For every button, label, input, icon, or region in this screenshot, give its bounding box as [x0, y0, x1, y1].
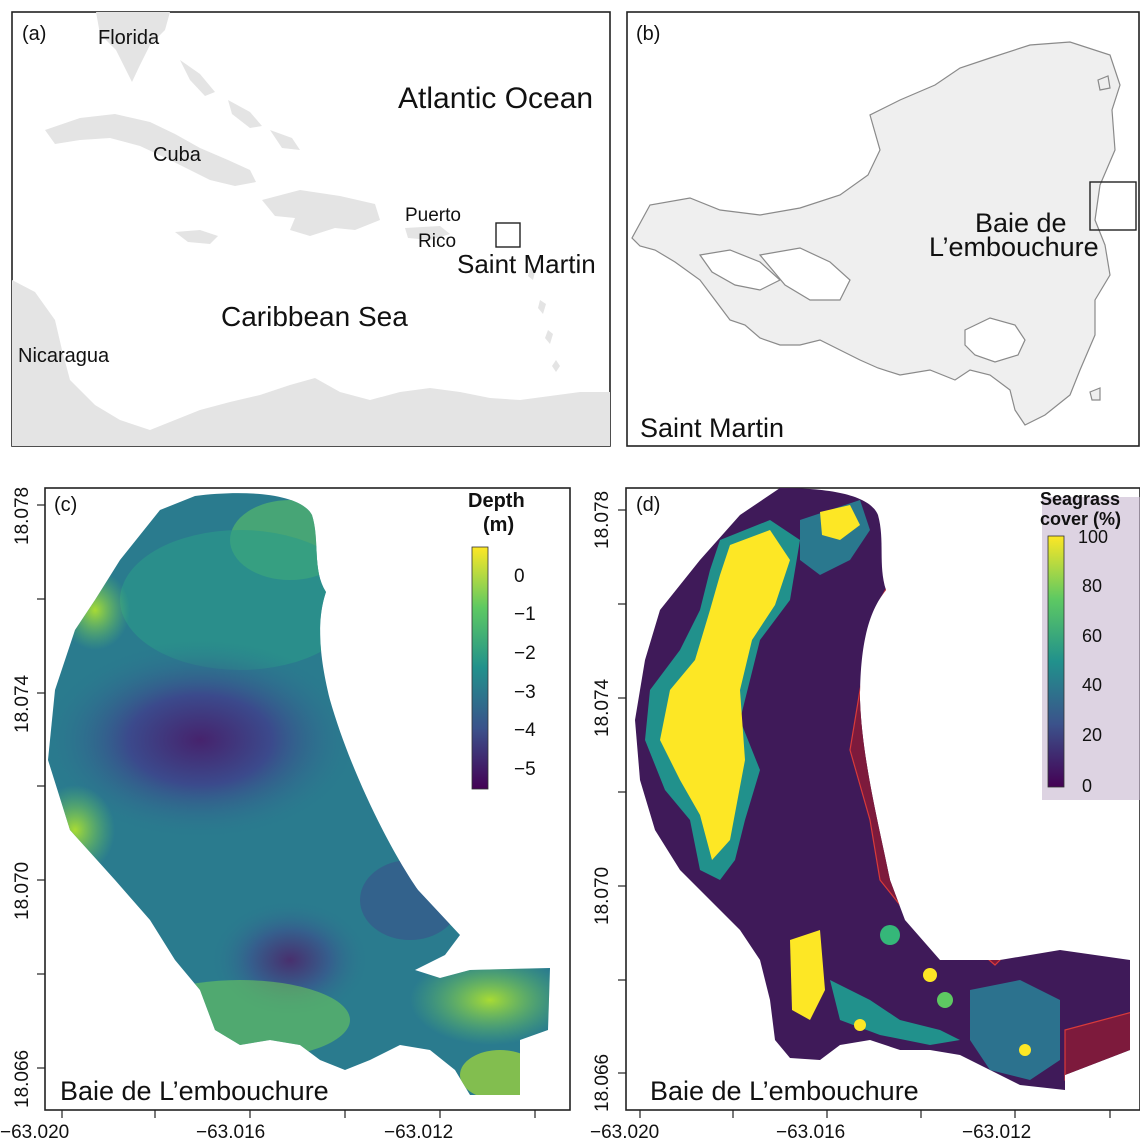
label-caribbean-sea: Caribbean Sea [221, 303, 408, 331]
depth-tick-5: −5 [514, 760, 536, 779]
seagrass-legend-title-2: cover (%) [1040, 510, 1121, 528]
d-y-tick-1: 18.078 [592, 491, 614, 549]
label-rico: Rico [418, 232, 456, 251]
seagrass-tick-40: 40 [1082, 676, 1102, 694]
reef-label: Reef [890, 782, 913, 793]
seagrass-tick-100: 100 [1078, 528, 1108, 546]
seagrass-colorbar [1048, 536, 1064, 787]
panel-a-tag: (a) [22, 24, 46, 44]
seagrass-tick-60: 60 [1082, 627, 1102, 645]
depth-tick-4: −4 [514, 721, 536, 740]
seagrass-tick-80: 80 [1082, 577, 1102, 595]
label-cuba: Cuba [153, 145, 201, 165]
panel-d-tag: (d) [636, 495, 660, 515]
depth-tick-0: 0 [514, 567, 525, 586]
c-x-tick-1: −63.020 [0, 1122, 69, 1144]
d-x-tick-1: −63.020 [590, 1122, 659, 1144]
seagrass-legend-title-1: Seagrass [1040, 490, 1120, 508]
c-y-tick-1: 18.078 [12, 487, 34, 545]
depth-colorbar [472, 547, 488, 789]
d-x-tick-3: −63.012 [962, 1122, 1031, 1144]
d-x-tick-2: −63.016 [776, 1122, 845, 1144]
c-x-tick-3: −63.012 [384, 1122, 453, 1144]
panel-c-caption: Baie de L’embouchure [60, 1078, 329, 1105]
seagrass-tick-0: 0 [1082, 777, 1092, 795]
c-y-tick-2: 18.074 [12, 675, 34, 733]
depth-legend-title-2: (m) [483, 515, 514, 535]
d-y-tick-4: 18.066 [592, 1054, 614, 1112]
d-y-tick-2: 18.074 [592, 679, 614, 737]
c-x-tick-2: −63.016 [196, 1122, 265, 1144]
panel-d-caption: Baie de L’embouchure [650, 1078, 919, 1105]
depth-tick-3: −3 [514, 683, 536, 702]
label-site-line2: L’embouchure [929, 234, 1099, 261]
label-island: Saint Martin [640, 415, 784, 442]
panel-b-tag: (b) [636, 24, 660, 44]
depth-tick-1: −1 [514, 605, 536, 624]
label-florida: Florida [98, 28, 159, 48]
depth-tick-2: −2 [514, 644, 536, 663]
label-saint-martin: Saint Martin [457, 251, 596, 277]
d-y-tick-3: 18.070 [592, 867, 614, 925]
depth-legend-title-1: Depth [468, 491, 525, 511]
label-puerto: Puerto [405, 206, 461, 225]
c-y-tick-4: 18.066 [12, 1050, 34, 1108]
seagrass-tick-20: 20 [1082, 726, 1102, 744]
label-atlantic-ocean: Atlantic Ocean [398, 84, 593, 114]
label-nicaragua: Nicaragua [18, 346, 109, 366]
c-y-tick-3: 18.070 [12, 862, 34, 920]
panel-c-tag: (c) [54, 495, 77, 515]
